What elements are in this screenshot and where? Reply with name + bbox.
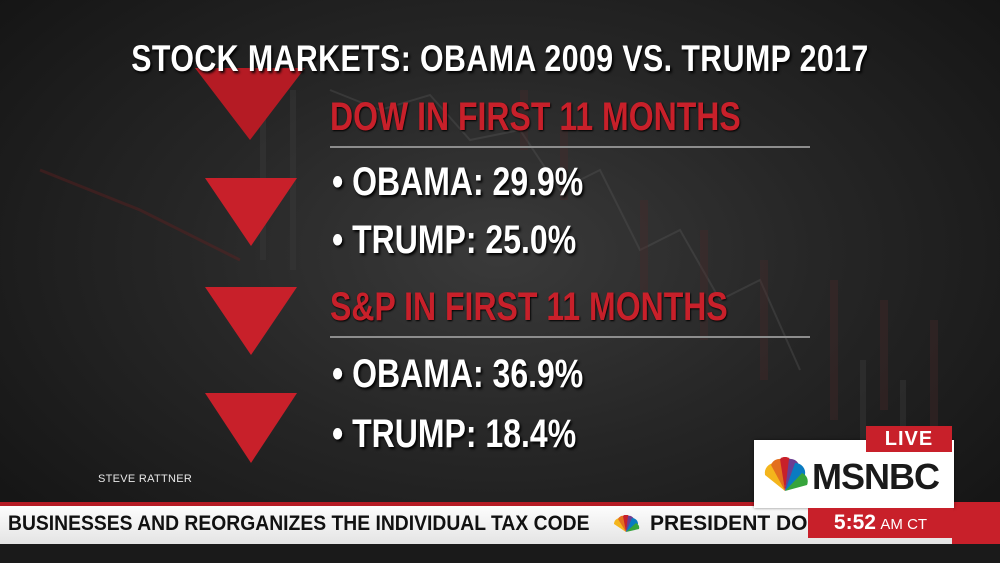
time-zone: AM CT <box>880 516 928 533</box>
list-item: • TRUMP: 25.0% <box>332 218 577 262</box>
bottom-bar <box>0 544 1000 563</box>
list-item: • OBAMA: 29.9% <box>332 160 584 204</box>
graphic-title: STOCK MARKETS: OBAMA 2009 VS. TRUMP 2017 <box>131 38 869 79</box>
ticker-text: BUSINESSES AND REORGANIZES THE INDIVIDUA… <box>8 512 590 535</box>
down-arrow-icon <box>205 178 297 246</box>
section-divider <box>330 146 810 148</box>
section-heading-dow: DOW IN FIRST 11 MONTHS <box>330 95 741 139</box>
nbc-peacock-icon <box>614 515 640 532</box>
time-value: 5:52 <box>833 511 876 534</box>
section-heading-sp: S&P IN FIRST 11 MONTHS <box>330 285 728 329</box>
list-item: • OBAMA: 36.9% <box>332 352 584 396</box>
list-item: • TRUMP: 18.4% <box>332 412 577 456</box>
time-display: 5:52 AM CT <box>808 508 953 538</box>
down-arrow-icon <box>205 287 297 355</box>
network-logo-text: MSNBC <box>812 456 940 497</box>
ticker-text-next: PRESIDENT DON <box>650 512 823 535</box>
section-divider <box>330 336 810 338</box>
source-credit: STEVE RATTNER <box>98 473 193 485</box>
down-arrow-icon <box>205 393 297 463</box>
live-badge: LIVE <box>866 426 952 452</box>
nbc-peacock-icon <box>764 457 808 491</box>
down-arrow-icon <box>195 68 305 140</box>
